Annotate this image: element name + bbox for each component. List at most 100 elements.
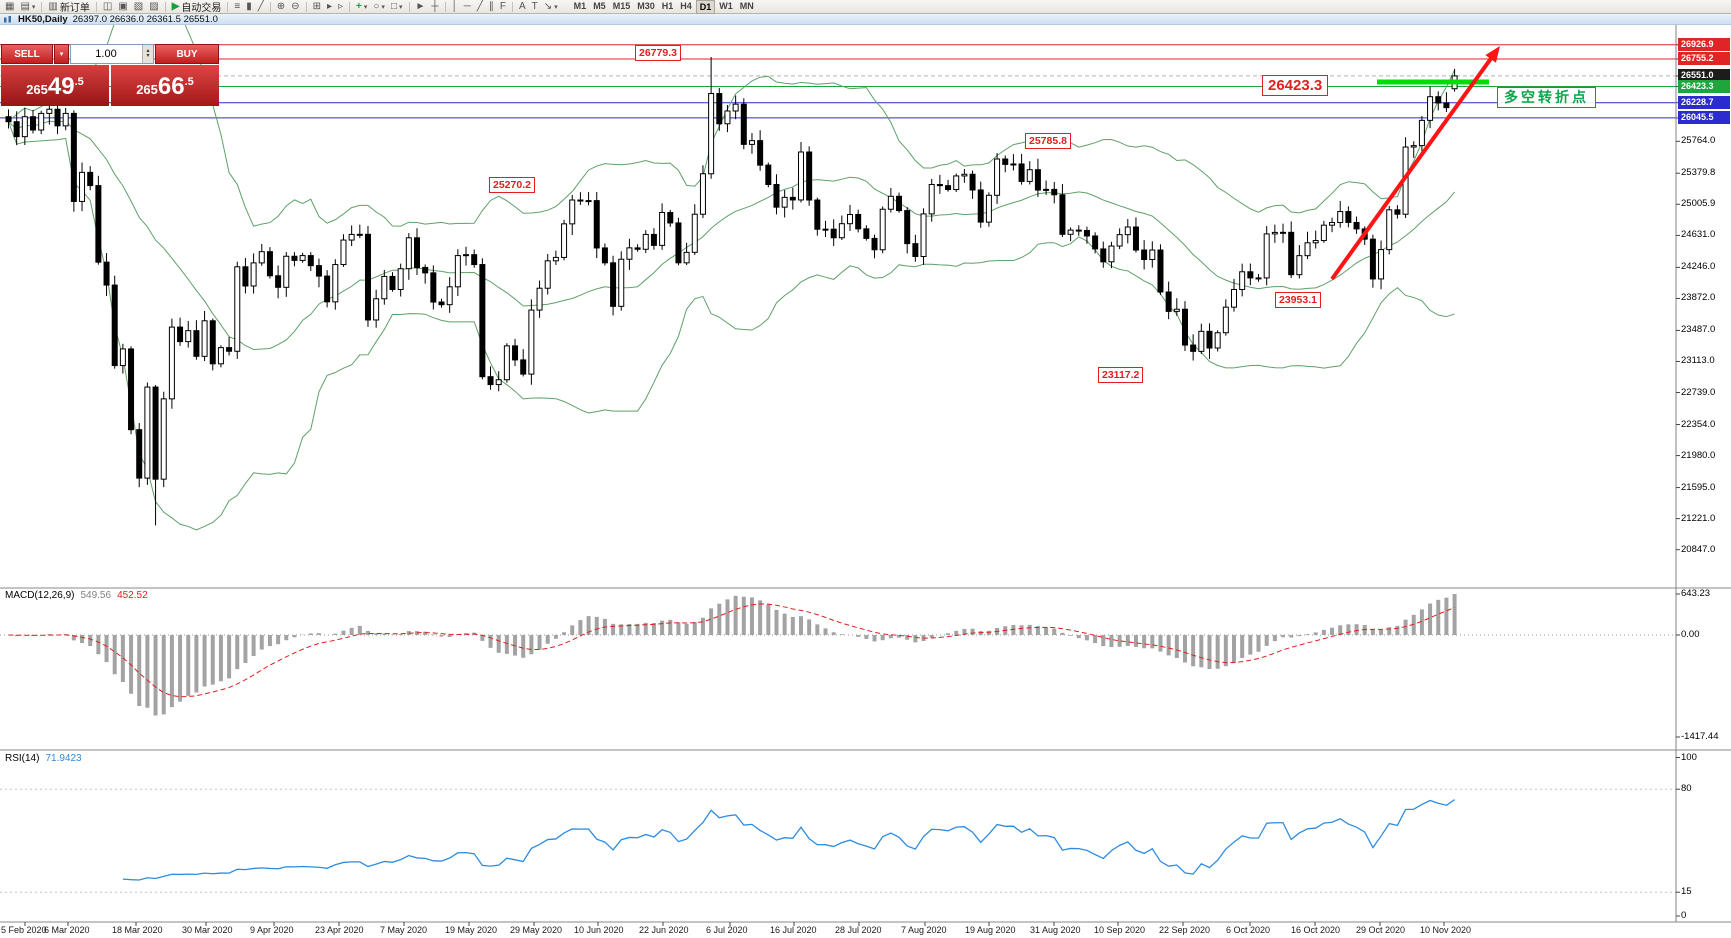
- terminal-icon[interactable]: ▨: [149, 0, 159, 12]
- annotation-price-26423.3[interactable]: 26423.3: [1262, 75, 1329, 96]
- chart-titlebar: HK50,Daily 26397.0 26636.0 26361.5 26551…: [0, 14, 1731, 25]
- toolbar-separator: [349, 1, 351, 12]
- volume-spinner[interactable]: ▴ ▾: [142, 45, 153, 63]
- chart-icon: [4, 15, 11, 22]
- trendline-icon[interactable]: ╱: [476, 0, 483, 12]
- price-axis-label: 24631.0: [1681, 229, 1716, 241]
- annotation-price-26779.3[interactable]: 26779.3: [635, 45, 681, 61]
- price-axis-label: 23113.0: [1681, 355, 1715, 367]
- toolbar-separator: [95, 1, 97, 12]
- price-axis-label: 21221.0: [1681, 512, 1716, 524]
- price-axis-label: 22354.0: [1681, 418, 1716, 430]
- new-chart-icon[interactable]: ▦: [5, 0, 15, 12]
- price-tag-26045.5: 26045.5: [1678, 111, 1730, 125]
- macd-value-signal: 452.52: [117, 590, 148, 601]
- timeframe-W1[interactable]: W1: [719, 0, 733, 11]
- rsi-axis-label: 80: [1681, 783, 1692, 795]
- auto-scroll-icon[interactable]: ▸: [326, 0, 332, 12]
- toolbar-separator: [227, 1, 229, 12]
- timeframe-M5[interactable]: M5: [593, 0, 606, 11]
- timeframe-M30[interactable]: M30: [637, 0, 655, 11]
- date-label: 6 Oct 2020: [1226, 925, 1271, 935]
- cursor-icon[interactable]: ►: [415, 0, 426, 12]
- date-label: 7 May 2020: [380, 925, 428, 935]
- volume-input[interactable]: [71, 45, 153, 63]
- zoom-in-icon[interactable]: ⊕: [276, 0, 286, 12]
- profiles-icon[interactable]: ▤ ▾: [20, 0, 36, 12]
- date-label: 19 May 2020: [445, 925, 498, 935]
- rsi-value: 71.9423: [45, 753, 82, 764]
- price-axis-label: 24246.0: [1681, 261, 1716, 273]
- crosshair-icon[interactable]: ┼: [431, 0, 439, 12]
- macd-value-main: 549.56: [80, 590, 112, 601]
- price-axis-label: 23872.0: [1681, 292, 1716, 304]
- date-label: 23 Apr 2020: [315, 925, 364, 935]
- annotation-turning-point[interactable]: 多空转折点: [1497, 87, 1596, 108]
- fibonacci-icon[interactable]: F: [499, 0, 506, 12]
- date-label: 10 Nov 2020: [1420, 925, 1472, 935]
- date-label: 6 Mar 2020: [44, 925, 90, 935]
- timeframe-H4[interactable]: H4: [680, 0, 692, 11]
- sell-button[interactable]: SELL: [1, 44, 53, 64]
- periods-icon[interactable]: ○ ▾: [373, 0, 385, 12]
- channel-icon[interactable]: ∥: [488, 0, 494, 12]
- timeframe-H1[interactable]: H1: [661, 0, 674, 11]
- sell-price[interactable]: 265 49.5: [1, 65, 109, 106]
- arrows-icon[interactable]: ↘ ▾: [543, 0, 558, 12]
- rsi-axis-label: 0: [1681, 910, 1687, 921]
- bar-chart-icon[interactable]: ≡: [234, 0, 241, 12]
- toolbar-separator: [408, 1, 410, 12]
- toolbar-separator: [511, 1, 513, 12]
- toolbar-separator: [41, 1, 43, 12]
- zoom-out-icon[interactable]: ⊖: [291, 0, 300, 12]
- market-watch-icon[interactable]: ◫: [102, 0, 113, 12]
- price-axis-label: 25764.0: [1681, 135, 1716, 147]
- date-label: 16 Jul 2020: [770, 925, 817, 935]
- macd-name: MACD(12,26,9): [5, 590, 75, 601]
- spinner-up-icon[interactable]: ▴: [146, 48, 150, 54]
- label-icon[interactable]: T: [531, 0, 538, 12]
- vertical-line-icon[interactable]: │: [451, 0, 458, 12]
- date-label: 28 Jul 2020: [835, 925, 882, 935]
- line-chart-icon[interactable]: ╱: [257, 0, 264, 12]
- tile-windows-icon[interactable]: ⊞: [312, 0, 321, 12]
- trade-options-dropdown[interactable]: ▾: [54, 44, 69, 64]
- templates-icon[interactable]: □ ▾: [390, 0, 403, 12]
- timeframe-MN[interactable]: MN: [739, 0, 754, 11]
- annotation-price-23953.1[interactable]: 23953.1: [1275, 292, 1321, 308]
- date-label: 31 Aug 2020: [1030, 925, 1081, 935]
- candle-chart-icon[interactable]: ▮: [246, 0, 252, 12]
- price-tag-26423.3: 26423.3: [1678, 80, 1730, 94]
- new-order-button[interactable]: ▥ 新订单: [48, 0, 90, 15]
- chevron-down-icon: ▾: [59, 51, 64, 58]
- price-axis-label: 25005.9: [1681, 198, 1716, 210]
- text-icon[interactable]: A: [518, 0, 526, 12]
- date-label: 29 Oct 2020: [1356, 925, 1406, 935]
- data-window-icon[interactable]: ▣: [118, 0, 128, 12]
- date-label: 19 Aug 2020: [965, 925, 1016, 935]
- indicators-icon[interactable]: + ▾: [356, 0, 368, 12]
- date-label: 16 Oct 2020: [1291, 925, 1341, 935]
- annotation-price-25785.8[interactable]: 25785.8: [1025, 133, 1071, 149]
- chart-shift-icon[interactable]: ▹: [337, 0, 344, 12]
- annotation-price-23117.2[interactable]: 23117.2: [1098, 367, 1144, 383]
- volume-field: ▴▾: [70, 44, 154, 64]
- date-label: 30 Mar 2020: [182, 925, 233, 935]
- timeframe-M1[interactable]: M1: [573, 0, 587, 11]
- auto-trading-button[interactable]: ▶ 自动交易: [171, 0, 222, 15]
- buy-price[interactable]: 265 66.5: [111, 65, 219, 106]
- annotation-price-25270.2[interactable]: 25270.2: [489, 177, 535, 193]
- toolbar-separator: [164, 1, 166, 12]
- horizontal-line-icon[interactable]: ─: [463, 0, 471, 12]
- timeframe-D1[interactable]: D1: [695, 0, 716, 14]
- rsi-axis-label: 15: [1681, 886, 1692, 898]
- spinner-down-icon[interactable]: ▾: [146, 53, 150, 59]
- navigator-icon[interactable]: ▧: [133, 0, 144, 12]
- price-tag-26551.0: 26551.0: [1678, 69, 1730, 83]
- date-label: 29 May 2020: [510, 925, 563, 935]
- buy-button[interactable]: BUY: [155, 44, 219, 64]
- rsi-name: RSI(14): [5, 753, 40, 764]
- timeframe-M15[interactable]: M15: [612, 0, 631, 11]
- price-axis-label: 22739.0: [1681, 386, 1716, 398]
